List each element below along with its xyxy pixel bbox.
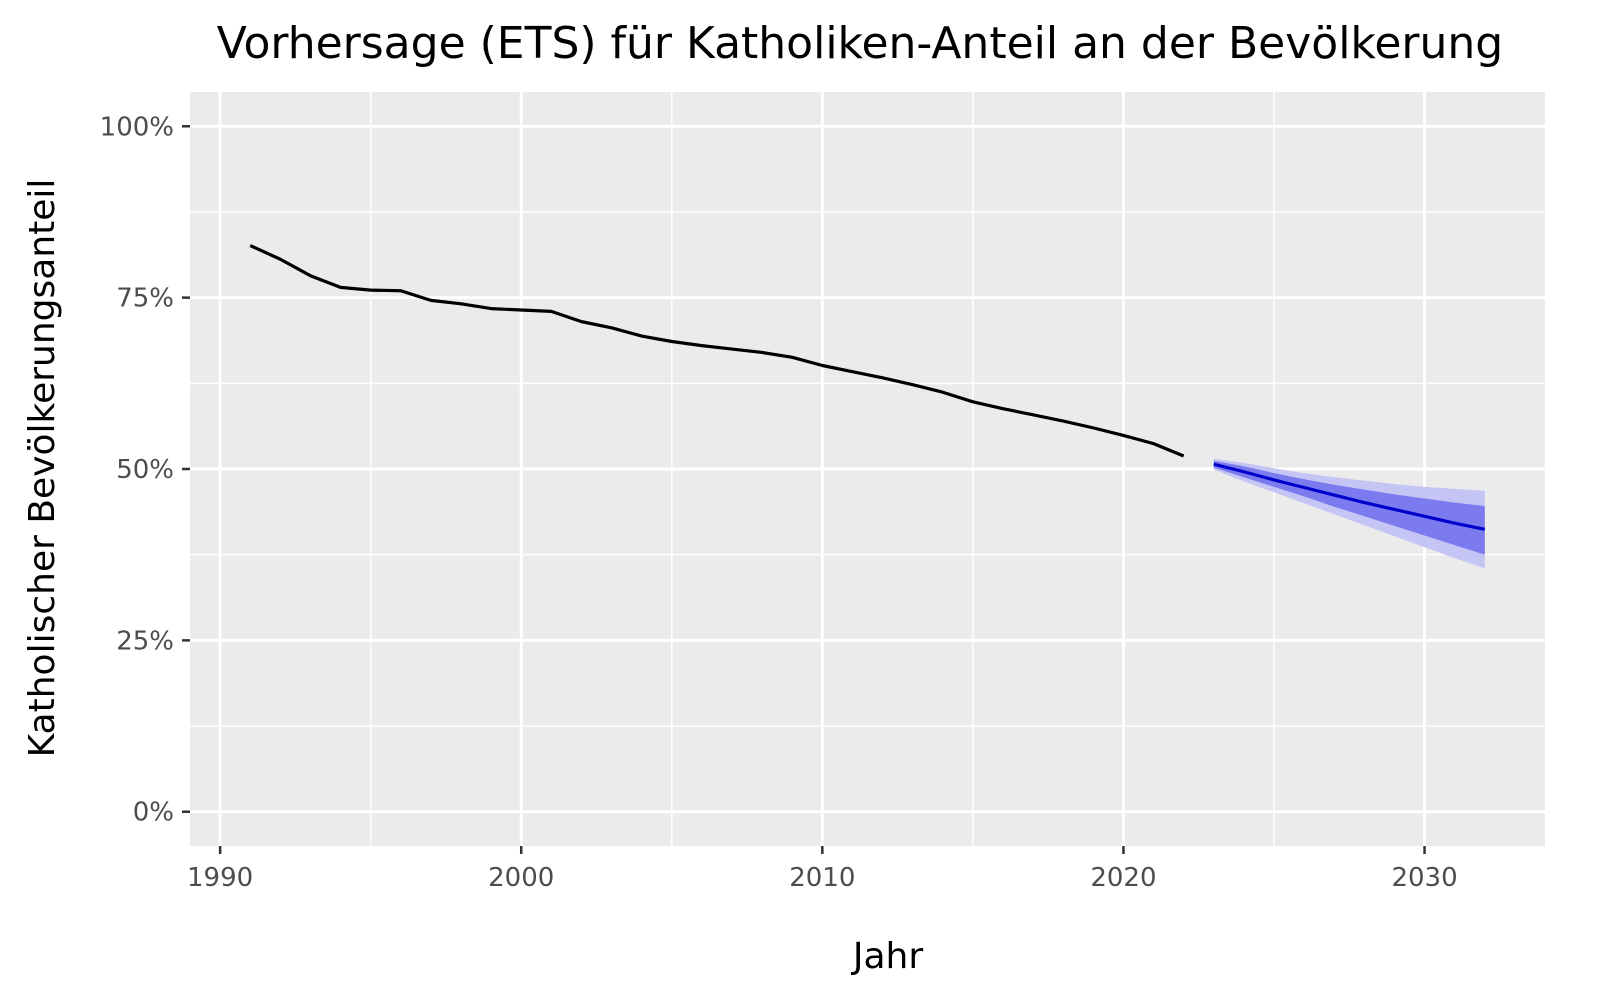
y-tick-label: 50% xyxy=(116,455,174,485)
y-tick-label: 100% xyxy=(100,112,174,142)
gridlines xyxy=(190,92,1545,846)
forecast-line xyxy=(1213,462,1486,531)
y-axis-title: Katholischer Bevölkerungsanteil xyxy=(22,179,63,758)
forecast-band-80 xyxy=(1213,460,1485,555)
history-line xyxy=(249,244,1185,458)
y-axis: 0% 25% 50% 75% 100% xyxy=(100,112,190,828)
x-axis-title: Jahr xyxy=(851,936,923,977)
y-tick-label: 75% xyxy=(116,284,174,314)
x-tick-label: 2000 xyxy=(488,863,554,893)
x-axis: 1990 2000 2010 2020 2030 xyxy=(187,846,1458,893)
y-tick-label: 25% xyxy=(116,626,174,656)
series-lines xyxy=(249,244,1486,531)
forecast-bands xyxy=(1213,458,1485,569)
x-tick-label: 1990 xyxy=(187,863,253,893)
x-tick-label: 2030 xyxy=(1391,863,1457,893)
x-tick-label: 2020 xyxy=(1090,863,1156,893)
chart-title: Vorhersage (ETS) für Katholiken-Anteil a… xyxy=(217,18,1503,69)
x-tick-label: 2010 xyxy=(789,863,855,893)
y-tick-label: 0% xyxy=(133,798,174,828)
